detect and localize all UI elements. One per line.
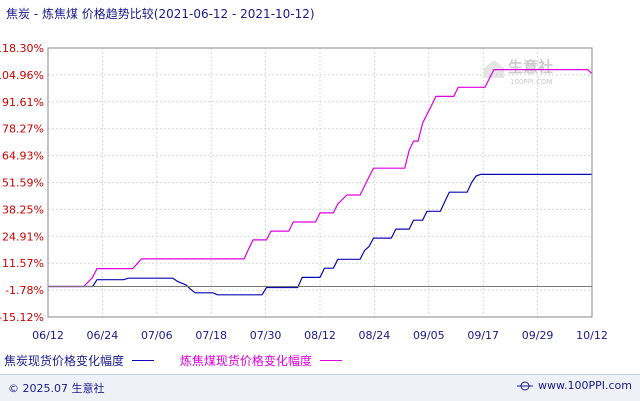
x-tick-label: 07/06 <box>141 329 173 342</box>
legend-item-coke: 焦炭现货价格变化幅度 <box>4 352 155 369</box>
x-tick-label: 09/05 <box>413 329 445 342</box>
watermark-logo: 生意社 100PPI.COM <box>484 58 553 86</box>
x-axis-ticks: 06/12 06/24 07/06 07/18 07/30 08/12 08/24 09/05… <box>32 329 608 342</box>
legend-swatch-coke <box>132 360 155 361</box>
legend-item-coking-coal: 炼焦煤现货价格变化幅度 <box>180 352 342 369</box>
y-tick-label: 51.59% <box>2 177 44 190</box>
footer: © 2025.07 生意社 www.100PPI.com <box>0 374 640 401</box>
y-tick-label: -15.12% <box>0 311 44 324</box>
y-tick-label: 64.93% <box>2 150 44 163</box>
x-tick-label: 08/12 <box>304 329 336 342</box>
watermark-name: 生意社 <box>508 58 553 76</box>
y-tick-label: 38.25% <box>2 203 44 216</box>
series-layer <box>48 68 593 296</box>
legend: 焦炭现货价格变化幅度 炼焦煤现货价格变化幅度 <box>4 352 364 369</box>
x-tick-label: 07/30 <box>250 329 282 342</box>
y-tick-label: 104.96% <box>0 69 44 82</box>
y-tick-label: 24.91% <box>2 230 44 243</box>
legend-label-coke: 焦炭现货价格变化幅度 <box>4 354 125 368</box>
series-line-coke <box>48 173 592 296</box>
y-tick-label: 78.27% <box>2 123 44 136</box>
legend-swatch-coking-coal <box>319 360 342 361</box>
x-tick-label: 06/24 <box>87 329 119 342</box>
x-tick-label: 07/18 <box>195 329 227 342</box>
x-tick-label: 06/12 <box>32 329 64 342</box>
axes <box>47 47 593 318</box>
x-tick-label: 10/12 <box>576 329 608 342</box>
x-tick-label: 08/24 <box>359 329 391 342</box>
chart-title: 焦炭 - 炼焦煤 价格趋势比较(2021-06-12 - 2021-10-12) <box>6 7 315 21</box>
y-tick-label: 118.30% <box>0 42 44 55</box>
y-tick-label: 91.61% <box>2 96 44 109</box>
footer-site-link[interactable]: www.100PPI.com <box>538 379 632 392</box>
y-axis-ticks: 118.30% 104.96% 91.61% 78.27% 64.93% 51.59% 38… <box>0 42 44 324</box>
x-tick-label: 09/17 <box>467 329 499 342</box>
x-tick-label: 09/29 <box>522 329 554 342</box>
legend-label-coking-coal: 炼焦煤现货价格变化幅度 <box>179 354 312 368</box>
footer-site[interactable]: www.100PPI.com <box>516 379 632 392</box>
plot-frame <box>47 47 593 318</box>
y-tick-label: 11.57% <box>2 257 44 270</box>
watermark-url: 100PPI.COM <box>510 78 553 86</box>
series-line-coking-coal <box>48 68 593 288</box>
footer-copyright: © 2025.07 生意社 <box>8 382 105 395</box>
logo-icon <box>517 381 534 390</box>
y-tick-label: -1.78% <box>5 284 44 297</box>
line-chart: 生意社 100PPI.COM 118.30% 104.96% 91.61% 78.27… <box>0 42 608 342</box>
